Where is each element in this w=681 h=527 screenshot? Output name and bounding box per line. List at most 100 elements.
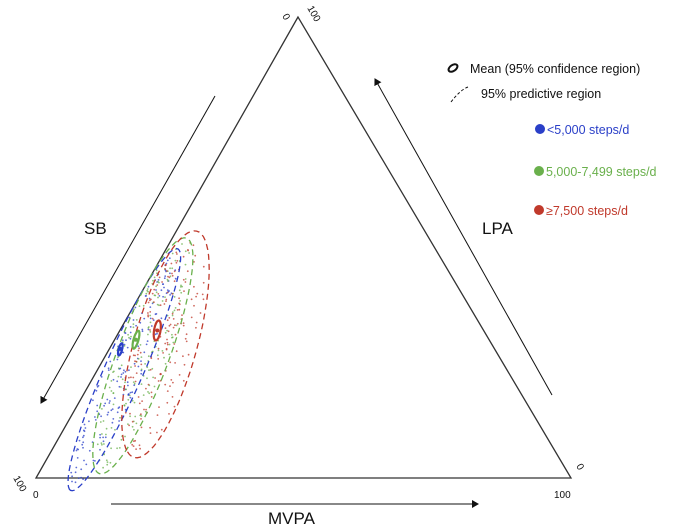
scatter-point-under-5000 <box>99 434 101 436</box>
scatter-point-under-5000 <box>122 372 124 374</box>
scatter-point-under-5000 <box>96 410 98 412</box>
scatter-point-over-7500 <box>196 322 198 324</box>
scatter-point-over-7500 <box>196 293 198 295</box>
scatter-point-5000-7499 <box>133 429 135 431</box>
scatter-point-over-7500 <box>183 380 185 382</box>
scatter-point-over-7500 <box>145 388 147 390</box>
scatter-point-under-5000 <box>130 338 132 340</box>
scatter-point-over-7500 <box>151 392 153 394</box>
scatter-point-under-5000 <box>143 318 145 320</box>
scatter-point-5000-7499 <box>109 387 111 389</box>
scatter-point-5000-7499 <box>105 434 107 436</box>
scatter-point-5000-7499 <box>136 423 138 425</box>
scatter-point-over-7500 <box>152 318 154 320</box>
scatter-point-over-7500 <box>174 280 176 282</box>
tick-mvpa-100: 100 <box>554 490 571 501</box>
scatter-point-5000-7499 <box>118 367 120 369</box>
scatter-point-under-5000 <box>103 405 105 407</box>
scatter-point-under-5000 <box>127 385 129 387</box>
scatter-point-5000-7499 <box>180 292 182 294</box>
scatter-point-under-5000 <box>130 326 132 328</box>
scatter-point-5000-7499 <box>181 286 183 288</box>
scatter-point-over-7500 <box>193 244 195 246</box>
scatter-point-5000-7499 <box>103 420 105 422</box>
scatter-point-5000-7499 <box>157 297 159 299</box>
scatter-point-under-5000 <box>109 361 111 363</box>
scatter-point-under-5000 <box>140 360 142 362</box>
scatter-point-5000-7499 <box>130 366 132 368</box>
scatter-point-over-7500 <box>179 303 181 305</box>
scatter-point-5000-7499 <box>172 253 174 255</box>
scatter-point-5000-7499 <box>172 336 174 338</box>
scatter-point-under-5000 <box>84 424 86 426</box>
scatter-point-over-7500 <box>172 382 174 384</box>
scatter-point-under-5000 <box>80 477 82 479</box>
scatter-point-over-7500 <box>203 266 205 268</box>
predictive-regions <box>68 231 209 491</box>
scatter-point-over-7500 <box>161 281 163 283</box>
scatter-point-5000-7499 <box>156 291 158 293</box>
scatter-point-over-7500 <box>191 317 193 319</box>
scatter-point-under-5000 <box>98 385 100 387</box>
scatter-point-5000-7499 <box>124 345 126 347</box>
scatter-point-over-7500 <box>195 296 197 298</box>
scatter-point-5000-7499 <box>133 381 135 383</box>
legend-swatch-5000-7499 <box>534 166 544 176</box>
scatter-point-5000-7499 <box>158 350 160 352</box>
scatter-point-under-5000 <box>77 457 79 459</box>
scatter-point-under-5000 <box>104 403 106 405</box>
scatter-point-over-7500 <box>137 354 139 356</box>
scatter-point-5000-7499 <box>185 250 187 252</box>
scatter-point-5000-7499 <box>120 386 122 388</box>
scatter-point-over-7500 <box>174 324 176 326</box>
scatter-point-5000-7499 <box>188 252 190 254</box>
scatter-point-over-7500 <box>150 299 152 301</box>
scatter-point-under-5000 <box>114 397 116 399</box>
scatter-point-under-5000 <box>77 449 79 451</box>
legend-group-5000-7499: 5,000-7,499 steps/d <box>546 165 657 179</box>
scatter-point-5000-7499 <box>185 264 187 266</box>
scatter-point-over-7500 <box>140 413 142 415</box>
scatter-point-5000-7499 <box>130 336 132 338</box>
scatter-point-under-5000 <box>161 317 163 319</box>
scatter-point-5000-7499 <box>127 334 129 336</box>
scatter-point-under-5000 <box>113 379 115 381</box>
scatter-point-under-5000 <box>94 460 96 462</box>
scatter-point-over-7500 <box>166 339 168 341</box>
scatter-point-5000-7499 <box>147 288 149 290</box>
scatter-point-under-5000 <box>112 422 114 424</box>
scatter-point-5000-7499 <box>112 371 114 373</box>
scatter-point-under-5000 <box>130 332 132 334</box>
scatter-point-over-7500 <box>186 341 188 343</box>
scatter-point-under-5000 <box>85 464 87 466</box>
scatter-point-5000-7499 <box>107 461 109 463</box>
scatter-point-under-5000 <box>108 369 110 371</box>
scatter-point-over-7500 <box>176 262 178 264</box>
scatter-point-over-7500 <box>168 330 170 332</box>
scatter-point-under-5000 <box>105 436 107 438</box>
scatter-point-over-7500 <box>125 412 127 414</box>
scatter-point-5000-7499 <box>148 369 150 371</box>
scatter-point-under-5000 <box>106 399 108 401</box>
scatter-point-5000-7499 <box>147 391 149 393</box>
scatter-point-under-5000 <box>112 408 114 410</box>
scatter-point-under-5000 <box>130 397 132 399</box>
scatter-point-under-5000 <box>135 307 137 309</box>
scatter-point-5000-7499 <box>106 428 108 430</box>
scatter-point-over-7500 <box>164 343 166 345</box>
scatter-point-over-7500 <box>159 374 161 376</box>
scatter-point-5000-7499 <box>169 267 171 269</box>
scatter-point-under-5000 <box>89 450 91 452</box>
scatter-point-over-7500 <box>167 319 169 321</box>
scatter-point-over-7500 <box>187 249 189 251</box>
scatter-point-5000-7499 <box>116 447 118 449</box>
scatter-point-under-5000 <box>121 374 123 376</box>
tick-sb-0: 0 <box>279 12 292 23</box>
scatter-point-5000-7499 <box>143 394 145 396</box>
scatter-point-over-7500 <box>191 298 193 300</box>
scatter-point-over-7500 <box>158 406 160 408</box>
scatter-point-under-5000 <box>162 283 164 285</box>
scatter-point-over-7500 <box>167 342 169 344</box>
predictive-region-5000-7499 <box>93 238 193 474</box>
scatter-point-over-7500 <box>172 293 174 295</box>
